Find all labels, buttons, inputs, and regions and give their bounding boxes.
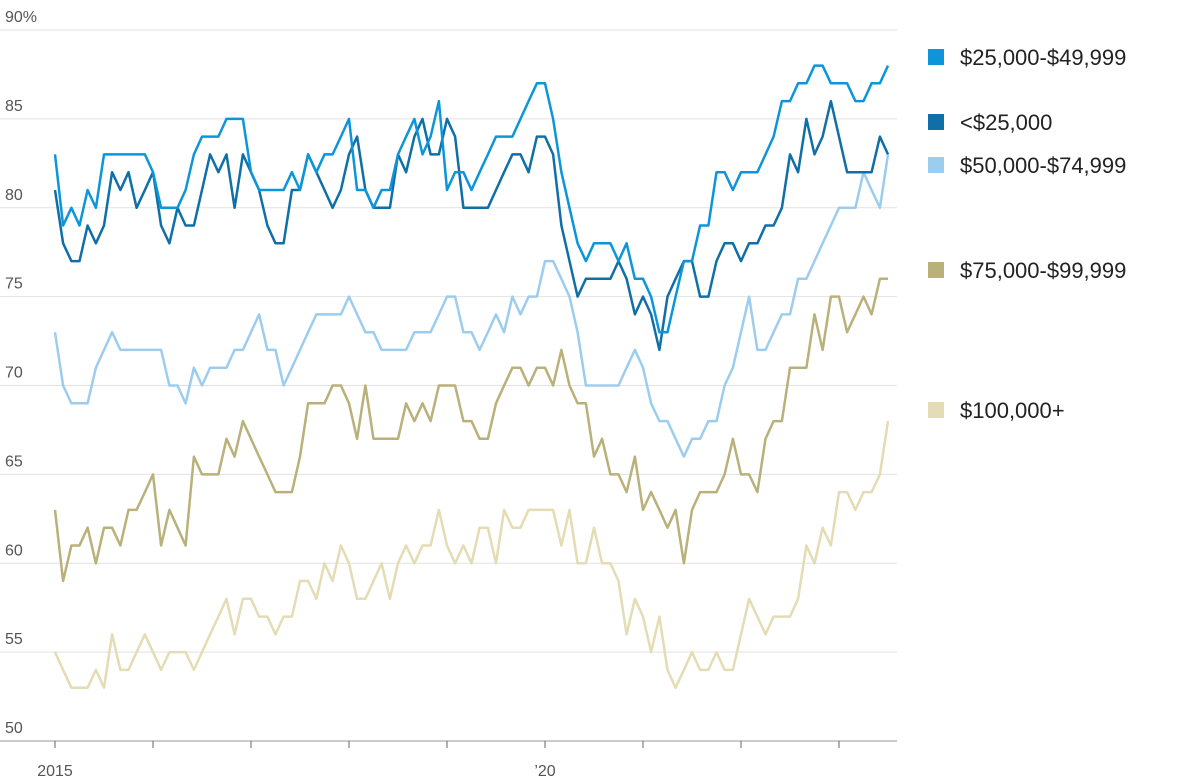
y-tick-label: 70 [5,365,23,382]
series-line [53,277,888,583]
legend-label: <$25,000 [960,110,1052,135]
y-tick-label: 50 [5,720,23,737]
y-tick-label: 75 [5,276,23,293]
legend-swatch [928,49,944,65]
legend-label: $75,000-$99,999 [960,258,1126,283]
series-line [53,420,890,689]
y-tick-label: 60 [5,542,23,559]
legend-label: $100,000+ [960,398,1065,423]
y-tick-label: 85 [5,98,23,115]
y-tick-label: 80 [5,187,23,204]
y-tick-label: 65 [5,453,23,470]
x-tick-label: 2015 [37,763,73,780]
series-line [53,99,890,352]
series-line [53,64,890,334]
legend-swatch [928,114,944,130]
x-tick-label: ’20 [534,763,555,780]
legend-swatch [928,262,944,278]
legend-label: $25,000-$49,999 [960,45,1126,70]
y-tick-label: 55 [5,631,23,648]
legend-swatch [928,402,944,418]
series-line [53,154,890,458]
legend-swatch [928,157,944,173]
y-tick-label: 90% [5,9,37,26]
legend-label: $50,000-$74,999 [960,153,1126,178]
